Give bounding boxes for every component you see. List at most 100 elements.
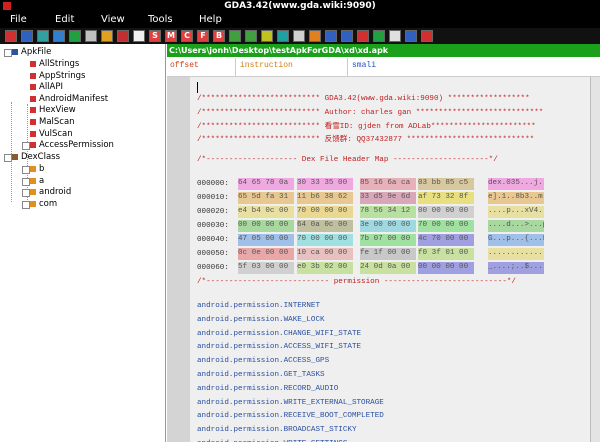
hex-bytes: 70 00 00 00 xyxy=(297,206,353,218)
tree-expander xyxy=(22,189,30,197)
hex-bytes: 03 bb 85 c5 xyxy=(418,178,474,190)
tree-panel: ApkFile AllStrings AppStrings AllAPI Android… xyxy=(0,44,166,442)
hex-offset: 000000: xyxy=(197,180,229,188)
tree-icon xyxy=(30,61,36,67)
toolbar-label: S xyxy=(152,31,158,40)
toolbar-button[interactable] xyxy=(325,30,337,42)
hex-bytes: 33 d5 9e 6d xyxy=(360,192,416,204)
toolbar-button[interactable] xyxy=(37,30,49,42)
tree-item[interactable]: AccessPermission xyxy=(39,140,114,151)
scroll-track xyxy=(590,77,600,442)
toolbar-button[interactable] xyxy=(133,30,145,42)
hex-ascii: dex.035...j..... xyxy=(488,178,544,190)
tree-item[interactable]: HexView xyxy=(39,105,76,116)
toolbar-button[interactable] xyxy=(309,30,321,42)
tree-item[interactable]: VulScan xyxy=(39,128,73,139)
tree-item[interactable]: AndroidManifest xyxy=(39,93,109,104)
section-title: /*-------------------- Dex File Header M… xyxy=(197,156,498,164)
toolbar-button[interactable] xyxy=(277,30,289,42)
toolbar-button[interactable] xyxy=(5,30,17,42)
tree-item[interactable]: com xyxy=(39,198,58,209)
hex-bytes: 24 0d 0a 00 xyxy=(360,262,416,274)
permission-line: android.permission.RECORD_AUDIO xyxy=(197,384,339,393)
tree-item[interactable]: ApkFile xyxy=(21,47,52,57)
toolbar-button[interactable] xyxy=(85,30,97,42)
hex-ascii: ....d...>...p... xyxy=(488,220,544,232)
toolbar-label: B xyxy=(215,31,223,40)
toolbar-label: C xyxy=(184,31,190,40)
menu-item[interactable]: View xyxy=(101,14,125,25)
permission-line: android.permission.WRITE_EXTERNAL_STORAG… xyxy=(197,398,384,407)
tree-expander xyxy=(22,142,30,151)
toolbar-button[interactable]: C xyxy=(181,30,193,42)
tree-icon xyxy=(30,166,36,172)
hex-offset: 000050: xyxy=(197,250,229,258)
hex-bytes: 11 b6 38 62 xyxy=(297,192,353,204)
toolbar-label: M xyxy=(167,31,175,40)
column-divider xyxy=(347,58,348,76)
toolbar-label: F xyxy=(200,31,206,40)
toolbar-button[interactable] xyxy=(357,30,369,42)
toolbar-button[interactable] xyxy=(421,30,433,42)
tree-item[interactable]: MalScan xyxy=(39,117,75,127)
hex-bytes: 64 0a 0c 00 xyxy=(297,220,353,232)
window-title: GDA3.42(www.gda.wiki:9090) xyxy=(224,1,376,11)
hex-bytes: 64 65 78 0a xyxy=(238,178,294,190)
tree-item[interactable]: DexClass xyxy=(21,152,61,162)
hex-bytes: af 73 32 8f xyxy=(418,192,474,204)
menu-item[interactable]: Tools xyxy=(148,14,173,25)
tree-item[interactable]: AppStrings xyxy=(39,70,86,81)
hex-bytes: 78 56 34 12 xyxy=(360,206,416,218)
tree-icon xyxy=(12,49,18,55)
tree-icon xyxy=(30,107,36,114)
toolbar-button[interactable] xyxy=(261,30,273,42)
toolbar-button[interactable] xyxy=(245,30,257,42)
banner-line: /************************** 反馈群: QQ37432… xyxy=(197,136,535,145)
toolbar-button[interactable] xyxy=(117,30,129,42)
toolbar-button[interactable] xyxy=(373,30,385,42)
hex-bytes: 85 16 6a ca xyxy=(360,178,416,190)
tree-item[interactable]: android xyxy=(39,187,72,197)
toolbar-button[interactable] xyxy=(389,30,401,42)
tree-expander xyxy=(4,154,12,162)
permission-line: android.permission.RECEIVE_BOOT_COMPLETE… xyxy=(197,412,384,421)
apk-path: C:\Users\jonh\Desktop\testApkForGDA\xd\x… xyxy=(169,46,389,55)
permission-line: android.permission.ACCESS_WIFI_STATE xyxy=(197,343,362,352)
toolbar-button[interactable] xyxy=(21,30,33,42)
toolbar-button[interactable] xyxy=(101,30,113,42)
hex-bytes: 3e 00 00 00 xyxy=(360,220,416,232)
permission-line: android.permission.INTERNET xyxy=(197,302,321,310)
hex-offset: 000030: xyxy=(197,222,229,230)
toolbar-button[interactable] xyxy=(293,30,305,42)
column-header: offset instruction smali xyxy=(167,58,600,77)
toolbar-button[interactable] xyxy=(69,30,81,42)
menu-item[interactable]: Help xyxy=(199,14,222,25)
menu-item[interactable]: Edit xyxy=(55,14,75,25)
tree-item[interactable]: AllStrings xyxy=(39,59,80,69)
tree-expander xyxy=(22,200,30,209)
hex-ascii: ....p...xV4..... xyxy=(488,206,544,218)
tree-item[interactable]: b xyxy=(39,164,45,174)
toolbar-button[interactable]: S xyxy=(149,30,161,42)
menu-item[interactable]: File xyxy=(10,14,27,25)
tree-icon xyxy=(30,177,36,184)
hex-bytes: 65 5d fa 31 xyxy=(238,192,294,204)
toolbar-button[interactable] xyxy=(53,30,65,42)
tree-item[interactable]: a xyxy=(39,175,45,186)
toolbar-button[interactable] xyxy=(341,30,353,42)
toolbar-button[interactable]: F xyxy=(197,30,209,42)
tree-icon xyxy=(30,95,36,102)
tree-item[interactable]: AllAPI xyxy=(39,82,63,93)
banner-line: /************************** Author: char… xyxy=(197,108,544,117)
hex-offset: 000060: xyxy=(197,264,229,272)
toolbar-button[interactable] xyxy=(405,30,417,42)
column-title: instruction xyxy=(240,61,293,70)
toolbar-button[interactable]: M xyxy=(165,30,177,42)
hex-bytes: 10 ca 00 00 xyxy=(297,248,353,260)
permission-line: android.permission.CHANGE_WIFI_STATE xyxy=(197,329,362,338)
toolbar-button[interactable]: B xyxy=(213,30,225,42)
hex-bytes: 00 00 00 00 xyxy=(238,220,294,232)
toolbar-button[interactable] xyxy=(229,30,241,42)
